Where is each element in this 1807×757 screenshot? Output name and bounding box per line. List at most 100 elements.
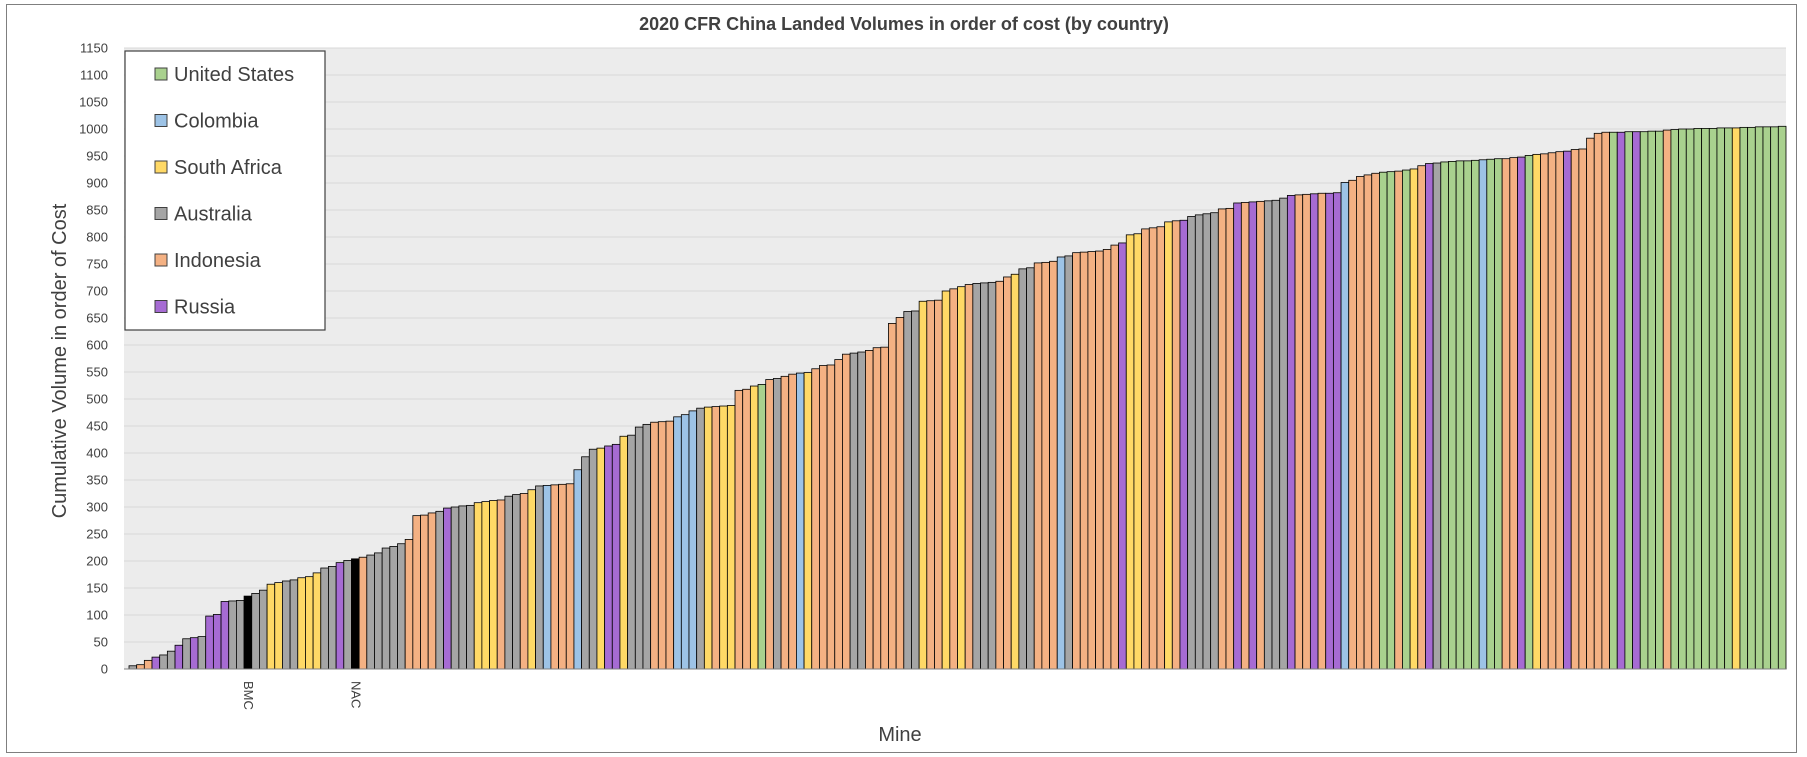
bar-54	[535, 485, 544, 670]
bar-154	[1302, 193, 1311, 670]
bar-28	[335, 562, 345, 670]
bar-144	[1225, 207, 1235, 670]
bar-165	[1386, 171, 1396, 670]
y-tick-label: 400	[86, 446, 108, 461]
bar-212	[1747, 126, 1756, 670]
bar-22	[289, 579, 299, 670]
bar-111	[972, 283, 981, 670]
y-tick-label: 350	[86, 473, 108, 488]
bar-50	[504, 495, 513, 670]
bar-90	[811, 368, 820, 670]
bar-148	[1256, 200, 1265, 670]
bar-103	[911, 310, 920, 670]
bar-24	[305, 576, 314, 670]
bar-159	[1340, 182, 1350, 670]
bar-181	[1509, 157, 1518, 670]
bar-176	[1471, 159, 1480, 670]
y-tick-label: 950	[86, 149, 108, 164]
bar-27	[328, 566, 337, 670]
bar-49	[496, 499, 506, 670]
bar-69	[650, 421, 659, 670]
bar-43	[450, 506, 460, 670]
bar-16	[243, 595, 253, 670]
bar-120	[1041, 261, 1050, 670]
bar-85	[772, 378, 782, 670]
bar-134	[1148, 227, 1158, 670]
bar-189	[1570, 149, 1580, 670]
bar-31	[358, 556, 368, 670]
bar-135	[1156, 226, 1166, 670]
bar-37	[404, 539, 414, 670]
y-tick-label: 1100	[80, 68, 108, 83]
bar-198	[1639, 131, 1649, 670]
bar-202	[1670, 129, 1680, 670]
y-tick-label: 800	[86, 230, 108, 245]
bar-158	[1332, 192, 1342, 670]
bar-25	[312, 572, 322, 670]
x-category-label: BMC	[241, 681, 256, 710]
bar-180	[1501, 158, 1511, 670]
bar-7	[174, 644, 184, 670]
bar-172	[1440, 161, 1449, 670]
bar-11	[205, 615, 214, 670]
bar-46	[473, 502, 483, 670]
bar-200	[1655, 130, 1664, 670]
bar-97	[865, 349, 874, 670]
bar-117	[1018, 268, 1027, 670]
bar-187	[1555, 151, 1564, 670]
bar-153	[1294, 194, 1304, 670]
bar-41	[435, 510, 444, 670]
legend-label: Australia	[174, 204, 253, 226]
y-axis-ticks: 0 50 100 150 200 250 300 350 400 450 500 550 600 650 7…	[79, 41, 108, 677]
y-tick-label: 450	[86, 419, 108, 434]
bar-95	[849, 352, 859, 670]
legend-swatch	[154, 67, 168, 81]
bar-58	[565, 483, 575, 670]
bar-191	[1586, 137, 1595, 670]
bar-86	[780, 375, 790, 670]
bar-136	[1164, 221, 1173, 670]
bar-89	[803, 372, 813, 670]
y-tick-label: 900	[86, 176, 108, 191]
y-tick-label: 850	[86, 203, 108, 218]
bar-130	[1118, 242, 1127, 670]
y-tick-label: 1050	[79, 95, 108, 110]
bar-29	[343, 560, 352, 670]
y-tick-label: 50	[94, 635, 108, 650]
bar-26	[320, 567, 329, 670]
bar-129	[1110, 244, 1120, 670]
bar-125	[1079, 251, 1089, 670]
bar-73	[680, 414, 690, 670]
bar-79	[726, 405, 736, 670]
bar-80	[734, 389, 744, 670]
bar-149	[1263, 200, 1273, 670]
bar-34	[381, 547, 391, 670]
bar-199	[1647, 130, 1656, 670]
bar-98	[872, 347, 882, 670]
bar-30	[351, 558, 360, 670]
bar-72	[673, 416, 682, 670]
bar-112	[980, 282, 989, 670]
bar-64	[611, 443, 621, 670]
bar-215	[1770, 126, 1779, 670]
bar-137	[1171, 220, 1181, 670]
bar-213	[1754, 126, 1764, 670]
bar-83	[757, 384, 767, 670]
bar-91	[819, 365, 828, 670]
bar-93	[834, 359, 843, 670]
bar-208	[1716, 127, 1726, 670]
bar-185	[1540, 153, 1549, 670]
bar-193	[1601, 131, 1610, 670]
bar-160	[1348, 179, 1357, 670]
bar-114	[995, 280, 1004, 670]
y-tick-label: 250	[86, 527, 108, 542]
bar-102	[903, 311, 912, 670]
bar-203	[1678, 128, 1687, 670]
bar-170	[1425, 163, 1434, 670]
bar-35	[389, 546, 398, 670]
y-tick-label: 0	[101, 662, 108, 677]
bar-173	[1448, 160, 1457, 670]
y-tick-label: 100	[86, 608, 108, 623]
bar-194	[1609, 131, 1618, 670]
